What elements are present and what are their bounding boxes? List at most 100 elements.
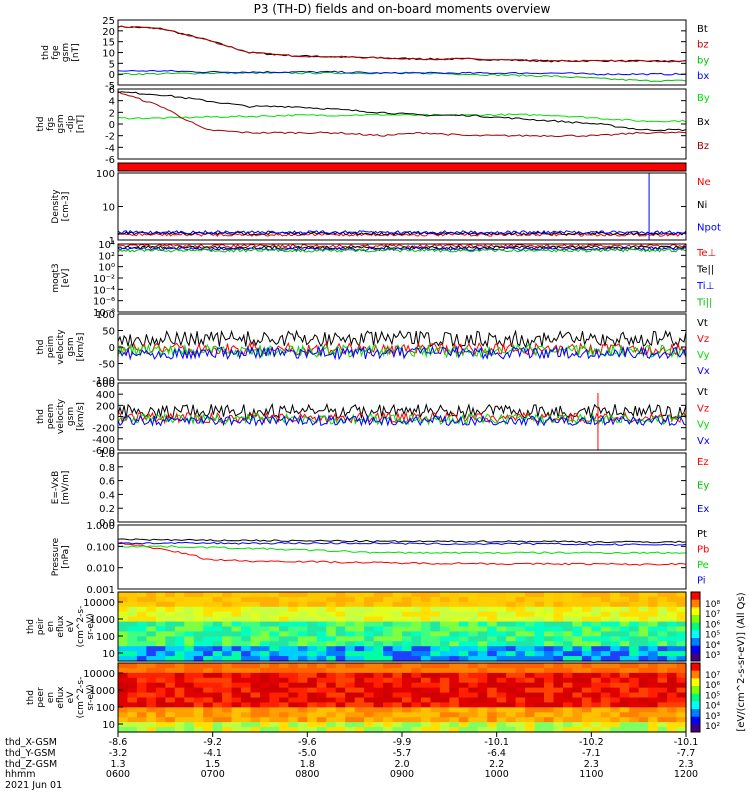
heatmap-cell (174, 702, 185, 708)
heatmap-cell (648, 692, 659, 699)
heatmap-cell (572, 621, 583, 628)
heatmap-cell (383, 641, 394, 647)
heatmap-cell (354, 621, 365, 628)
heatmap-cell (165, 712, 176, 718)
heatmap-cell (316, 672, 327, 679)
heatmap-cell (345, 687, 356, 694)
heatmap-cell (468, 702, 479, 708)
heatmap-cell (297, 667, 308, 674)
series-line-bz (117, 25, 687, 63)
colorbar-band (691, 670, 700, 679)
heatmap-cell (155, 611, 166, 618)
ytick-label: 100 (96, 310, 115, 321)
heatmap-cell (449, 656, 460, 662)
ylabel-line: eflux (56, 686, 66, 709)
heatmap-cell (241, 712, 252, 718)
heatmap-cell (118, 692, 129, 699)
heatmap-cell (449, 641, 460, 647)
heatmap-cell (203, 663, 214, 669)
heatmap-cell (600, 702, 611, 708)
heatmap-cell (174, 677, 185, 684)
heatmap-cell (525, 687, 536, 694)
heatmap-cell (562, 656, 573, 662)
ytick-label: -4 (105, 143, 115, 154)
heatmap-cell (316, 596, 327, 603)
heatmap-cell (392, 697, 403, 704)
heatmap-cell (468, 663, 479, 669)
heatmap-cell (373, 667, 384, 674)
heatmap-cell (165, 621, 176, 628)
xaxis-value: 0900 (390, 769, 414, 780)
heatmap-cell (373, 727, 384, 733)
heatmap-cell (553, 611, 564, 618)
heatmap-cell (591, 616, 602, 623)
heatmap-cell (278, 601, 289, 608)
heatmap-cell (676, 707, 687, 713)
heatmap-cell (316, 663, 327, 669)
heatmap-cell (458, 692, 469, 699)
heatmap-cell (430, 687, 441, 694)
heatmap-cell (307, 663, 318, 669)
heatmap-cell (667, 702, 678, 708)
heatmap-cell (525, 626, 536, 633)
heatmap-cell (629, 656, 640, 662)
xaxis-value: -9.9 (393, 737, 412, 748)
heatmap-cell (525, 663, 536, 669)
heatmap-cell (193, 611, 204, 618)
heatmap-cell (572, 707, 583, 713)
heatmap-cell (468, 717, 479, 723)
heatmap-cell (174, 592, 185, 598)
heatmap-cell (278, 702, 289, 708)
heatmap-cell (184, 636, 195, 642)
heatmap-cell (155, 702, 166, 708)
heatmap-cell (553, 621, 564, 628)
heatmap-cell (241, 707, 252, 713)
heatmap-cell (222, 712, 233, 718)
heatmap-cell (383, 687, 394, 694)
ytick-label: 50 (102, 327, 115, 338)
heatmap-cell (657, 601, 668, 608)
heatmap-cell (335, 631, 346, 637)
heatmap-cell (449, 592, 460, 598)
legend-Pi: Pi (697, 575, 706, 586)
heatmap-cell (373, 656, 384, 662)
ylabel-group: thd peer en eflux eV (cm^2-s-sr-eV) (26, 677, 96, 719)
heatmap-cell (165, 697, 176, 704)
heatmap-cell (335, 697, 346, 704)
heatmap-cell (174, 621, 185, 628)
colorbar-tick: 10³ (705, 712, 720, 722)
heatmap-cell (525, 677, 536, 684)
heatmap-cell (496, 656, 507, 662)
heatmap-cell (572, 727, 583, 733)
heatmap-cell (250, 621, 261, 628)
heatmap-cell (458, 646, 469, 652)
heatmap-cell (648, 667, 659, 674)
heatmap-cell (420, 596, 431, 603)
heatmap-cell (383, 717, 394, 723)
heatmap-cell (572, 687, 583, 694)
heatmap-cell (231, 692, 242, 699)
legend-Pt: Pt (697, 529, 707, 540)
heatmap-cell (212, 663, 223, 669)
heatmap-cell (307, 611, 318, 618)
heatmap-cell (297, 646, 308, 652)
heatmap-cell (506, 601, 517, 608)
ytick-label: 10⁴ (98, 240, 115, 251)
heatmap-cell (364, 682, 375, 689)
heatmap-cell (553, 687, 564, 694)
series-band-Vt (117, 402, 687, 420)
heatmap-cell (648, 722, 659, 728)
heatmap-cell (657, 727, 668, 733)
heatmap-cell (534, 712, 545, 718)
heatmap-cell (439, 727, 450, 733)
ytick-label: 1000 (90, 686, 115, 697)
heatmap-cell (307, 606, 318, 613)
heatmap-cell (638, 601, 649, 608)
heatmap-cell (118, 611, 129, 618)
heatmap-cell (155, 717, 166, 723)
series-line-Pe (118, 545, 686, 555)
heatmap-cell (250, 636, 261, 642)
heatmap-cell (506, 702, 517, 708)
heatmap-cell (278, 707, 289, 713)
